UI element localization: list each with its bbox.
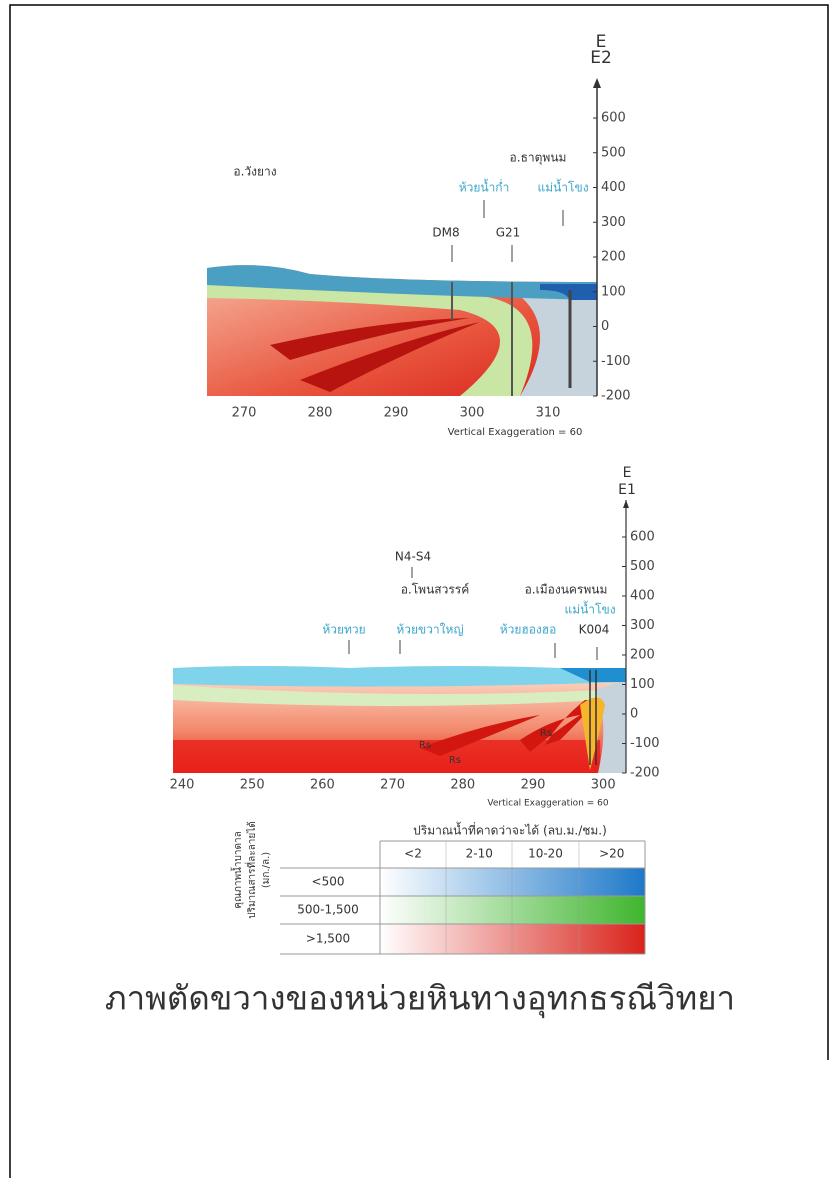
direction-label: E (623, 465, 632, 481)
legend-column: <2 (404, 847, 422, 861)
legend: ปริมาณน้ำที่คาดว่าจะได้ (ลบ.ม./ชม.) คุณภ… (230, 821, 646, 955)
legend-row-title-line: ปริมาณสารที่ละลายได้ (244, 821, 258, 919)
legend-row-title-line: คุณภาพน้ำบาดาล (230, 831, 244, 908)
pointers (348, 567, 598, 660)
section-e1: E E1 N4-S4 อ.โพนสวรรค์ อ.เมืองนครพนม แม่… (173, 465, 636, 809)
legend-band (380, 868, 645, 896)
depth-tick-label: 100 (630, 677, 655, 692)
depth-tick-label: 400 (601, 180, 626, 195)
axis-arrow (593, 78, 601, 88)
depth-tick-label: 200 (601, 250, 626, 265)
distance-tick-label: 250 (240, 778, 265, 793)
legend-row-title: คุณภาพน้ำบาดาล ปริมาณสารที่ละลายได้ (มก.… (230, 821, 272, 919)
well-label: G21 (496, 226, 521, 240)
depth-tick-label: 500 (630, 559, 655, 574)
river-label: แม่น้ำโขง (537, 179, 588, 195)
layer-green (173, 685, 600, 706)
line-label: N4-S4 (395, 550, 431, 564)
section-e2: E E2 อ.วังยาง อ.ธาตุพนม ห้วยน้ำก่ำ แม่น้… (207, 32, 612, 438)
distance-tick-label: 300 (591, 778, 616, 793)
rock-label: Rs (540, 728, 552, 739)
stream-label: ห้วยทวย (322, 623, 365, 637)
well-label: K004 (579, 623, 610, 637)
place-label: อ.เมืองนครพนม (525, 583, 608, 597)
distance-tick-label: 280 (450, 778, 475, 793)
place-label: อ.ธาตุพนม (510, 151, 567, 166)
exaggeration-note: Vertical Exaggeration = 60 (448, 427, 583, 438)
legend-row: 500-1,500 (297, 903, 359, 917)
place-label: อ.โพนสวรรค์ (401, 583, 470, 597)
distance-tick-label: 310 (536, 406, 561, 421)
legend-grid (280, 841, 646, 955)
layer-green (207, 280, 533, 396)
layer-grey (520, 296, 597, 396)
distance-tick-label: 280 (308, 406, 333, 421)
legend-row-title-line: (มก./ล.) (261, 852, 272, 888)
axis-arrow (623, 500, 629, 508)
depth-tick-label: 300 (630, 618, 655, 633)
layer-blue (173, 666, 626, 687)
legend-column: 10-20 (528, 847, 563, 861)
layer-streak (270, 318, 480, 392)
depth-tick-label: -200 (601, 389, 631, 404)
layer-red-deep (173, 740, 600, 773)
depth-tick-label: 400 (630, 589, 655, 604)
layer-blue (207, 265, 597, 300)
depth-tick-label: 600 (601, 111, 626, 126)
depth-tick-label: 500 (601, 145, 626, 160)
depth-tick-label: -100 (601, 354, 631, 369)
place-label: อ.วังยาง (233, 165, 276, 179)
well-label: DM8 (432, 226, 459, 240)
exaggeration-note: Vertical Exaggeration = 60 (487, 799, 608, 809)
legend-column: 2-10 (466, 847, 493, 861)
distance-tick-label: 270 (232, 406, 257, 421)
distance-tick-label: 300 (460, 406, 485, 421)
direction-label: E (596, 32, 607, 52)
depth-tick-label: 300 (601, 215, 626, 230)
depth-tick-label: -200 (630, 766, 660, 781)
page-frame (9, 4, 829, 1178)
river-label: แม่น้ำโขง (564, 601, 615, 617)
distance-tick-label: 240 (170, 778, 195, 793)
caption: ภาพตัดขวางของหน่วยหินทางอุทกธรณีวิทยา (105, 979, 735, 1019)
layer-river (560, 668, 626, 682)
legend-column-title: ปริมาณน้ำที่คาดว่าจะได้ (ลบ.ม./ชม.) (413, 822, 607, 838)
layer-orange (580, 697, 605, 770)
distance-tick-label: 270 (380, 778, 405, 793)
pointers (451, 200, 564, 262)
distance-tick-label: 290 (521, 778, 546, 793)
end-label: E2 (590, 48, 612, 68)
depth-tick-label: 600 (630, 530, 655, 545)
depth-tick-label: 100 (601, 284, 626, 299)
end-label: E1 (618, 482, 636, 498)
depth-tick-label: -100 (630, 736, 660, 751)
distance-tick-label: 260 (310, 778, 335, 793)
stream-label: ห้วยน้ำก่ำ (459, 179, 510, 195)
layer-streak (420, 700, 598, 756)
legend-band (380, 896, 645, 924)
rock-label: Rs (449, 755, 461, 766)
stream-label: ห้วยฮองฮอ (500, 623, 557, 637)
depth-tick-label: 200 (630, 648, 655, 663)
rock-label: Rs (419, 740, 431, 751)
distance-tick-label: 290 (384, 406, 409, 421)
stream-label: ห้วยขวาใหญ่ (396, 623, 463, 637)
depth-tick-label: 0 (630, 707, 638, 722)
legend-row: >1,500 (306, 932, 350, 946)
legend-column: >20 (599, 847, 624, 861)
depth-tick-label: 0 (601, 319, 609, 334)
legend-band (380, 924, 645, 954)
legend-row: <500 (312, 875, 345, 889)
